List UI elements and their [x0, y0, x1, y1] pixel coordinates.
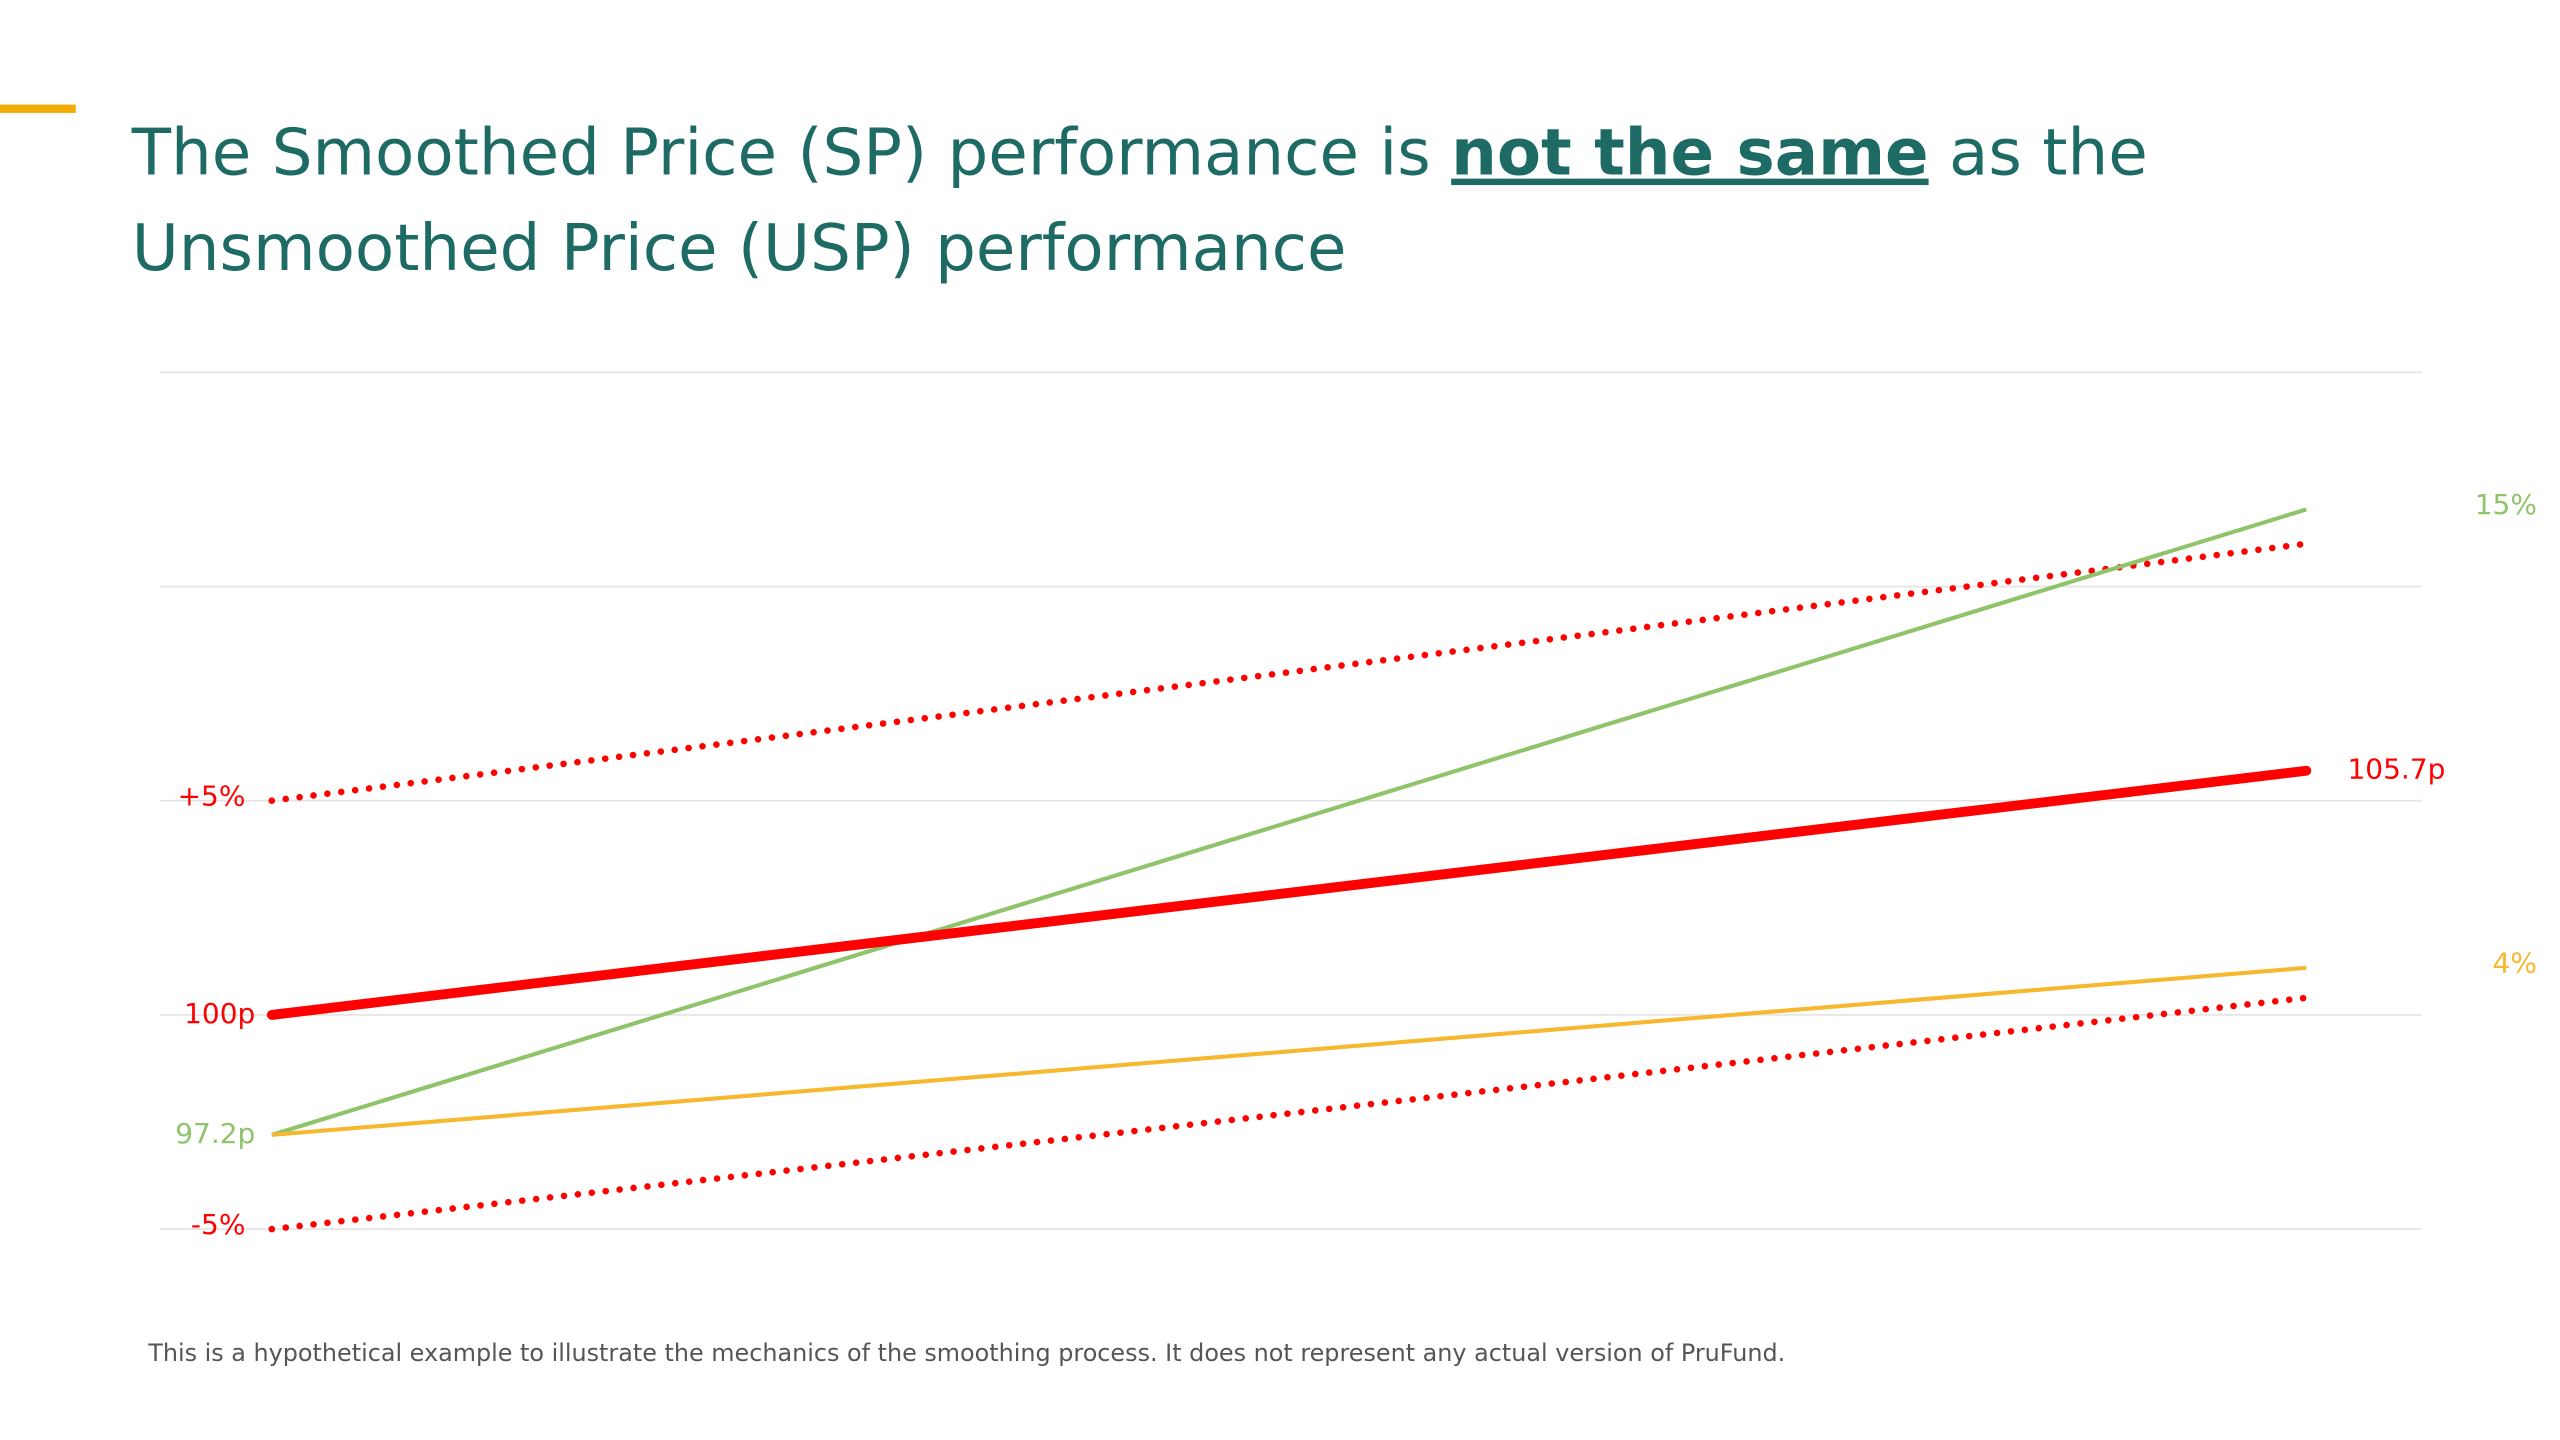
value-label: 97.2p: [175, 1117, 255, 1150]
series-line: [266, 765, 2312, 1020]
title-text: Unsmoothed Price (USP) performance: [132, 211, 1347, 286]
series-line: [271, 965, 2307, 1137]
plot: +5% -5% 97.2p 15% 4% 100p 105.7p: [159, 371, 2537, 1241]
title-text: as the: [1929, 116, 2148, 191]
series-line: [268, 540, 2310, 805]
title-line: The Smoothed Price (SP) performance is n…: [131, 116, 2148, 191]
title-line: Unsmoothed Price (USP) performance: [132, 211, 1347, 286]
footnote: This is a hypothetical example to illust…: [147, 1339, 1785, 1367]
title-emphasis: not the same: [1451, 116, 1928, 191]
series-line: [268, 994, 2310, 1233]
start-label: +5%: [178, 779, 246, 812]
end-label: 4%: [2493, 947, 2537, 980]
value-label: 100p: [184, 997, 255, 1030]
series-line: [271, 507, 2307, 1137]
start-label: -5%: [191, 1208, 246, 1241]
title-text: The Smoothed Price (SP) performance is: [131, 116, 1451, 191]
value-label: 105.7p: [2347, 753, 2445, 786]
end-label: 15%: [2475, 488, 2537, 521]
